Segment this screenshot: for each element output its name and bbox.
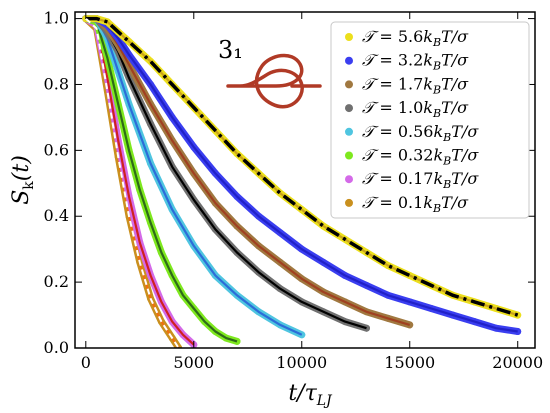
y-tick-label: 0.0 <box>44 338 69 357</box>
series-fit-line <box>85 17 238 343</box>
x-tick-label: 0 <box>81 353 91 372</box>
y-tick-label: 1.0 <box>44 9 69 28</box>
legend-label: 𝒯 = 3.2kBT/σ <box>362 51 469 73</box>
legend-label: 𝒯 = 1.0kBT/σ <box>362 98 469 120</box>
y-tick-label: 0.4 <box>44 206 69 225</box>
legend-label: 𝒯 = 0.1kBT/σ <box>362 193 469 215</box>
legend: 𝒯 = 5.6kBT/σ𝒯 = 3.2kBT/σ𝒯 = 1.7kBT/σ𝒯 = … <box>330 21 530 219</box>
legend-marker <box>345 80 353 89</box>
plot-frame <box>74 11 536 349</box>
legend-label: 𝒯 = 5.6kBT/σ <box>362 27 469 49</box>
ticks-layer: 0 5000 10000 15000 20000 0.0 0.2 0.4 0.6 0.8 1.0 <box>44 9 544 372</box>
legend-label: 𝒯 = 0.17kBT/σ <box>362 169 479 191</box>
trefoil-knot-inset: 3₁ <box>218 36 322 109</box>
legend-marker <box>345 56 353 65</box>
series-fit-line <box>85 17 518 333</box>
master-curve-line <box>85 16 519 317</box>
legend-marker <box>345 127 353 136</box>
legend-marker <box>345 33 353 41</box>
legend-box <box>330 21 530 219</box>
series-fit-line <box>85 17 411 326</box>
master-curve-line <box>85 17 180 348</box>
y-tick-label: 0.2 <box>44 272 69 291</box>
x-tick-label: 10000 <box>276 353 327 372</box>
x-tick-label: 5000 <box>173 353 214 372</box>
series-fit-line <box>85 17 195 346</box>
x-tick-label: 20000 <box>492 353 543 372</box>
y-tick-label: 0.8 <box>44 74 69 93</box>
y-axis-label: Sk(t) <box>9 155 37 205</box>
legend-label: 𝒯 = 1.7kBT/σ <box>362 74 469 96</box>
series-layer <box>82 15 522 348</box>
trefoil-knot-icon <box>226 53 322 109</box>
legend-marker <box>345 104 353 113</box>
x-axis-label: t/τLJ <box>288 381 333 409</box>
inset-knot-label: 3₁ <box>218 36 243 64</box>
legend-label: 𝒯 = 0.32kBT/σ <box>362 146 479 168</box>
legend-marker <box>345 175 353 184</box>
legend-marker <box>345 198 353 207</box>
x-tick-label: 15000 <box>384 353 435 372</box>
legend-marker <box>345 151 353 160</box>
legend-label: 𝒯 = 0.56kBT/σ <box>362 122 479 144</box>
y-tick-label: 0.6 <box>44 140 69 159</box>
